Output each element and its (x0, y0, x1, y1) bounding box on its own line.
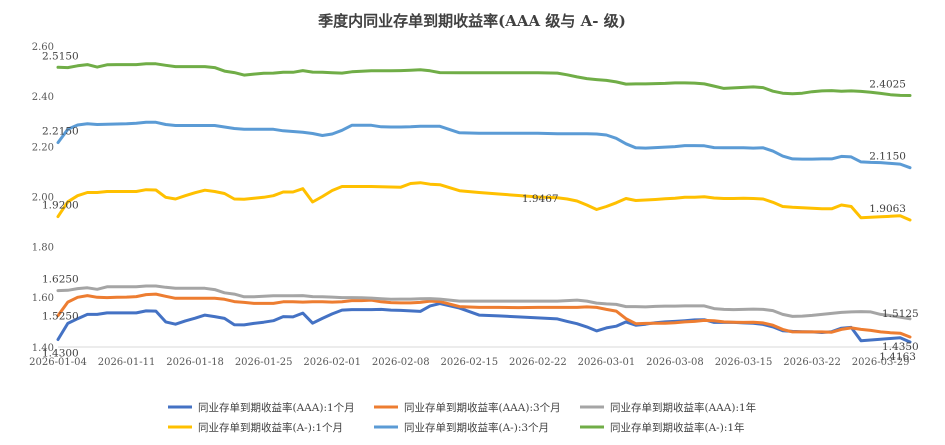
data-label: 1.5125 (882, 308, 919, 320)
x-tick-label: 2026-01-18 (166, 357, 224, 368)
legend-label: 同业存单到期收益率(AAA):3个月 (404, 401, 561, 414)
data-label: 1.4300 (42, 347, 79, 359)
x-tick-label: 2026-03-01 (578, 357, 636, 368)
x-tick-label: 2026-01-04 (29, 357, 87, 368)
legend-item-2: 同业存单到期收益率(AAA):3个月 (374, 401, 561, 414)
data-label: 1.6250 (42, 274, 79, 286)
series-line-5 (56, 120, 912, 170)
chart-title: 季度内同业存单到期收益率(AAA 级与 A- 级) (318, 12, 626, 30)
data-label: 2.2150 (42, 126, 79, 138)
axes: 1.40 1.60 1.80 2.00 2.20 2.40 2.60 2026-01-04 20… (29, 42, 910, 368)
legend-item-1: 同业存单到期收益率(AAA):1个月 (168, 401, 355, 414)
series-line-1 (56, 302, 912, 344)
x-tick-label: 2026-02-01 (303, 357, 361, 368)
legend-label: 同业存单到期收益率(AAA):1年 (610, 401, 756, 414)
data-label: 1.5250 (42, 311, 79, 323)
data-labels: 2.5150 2.2150 1.9200 1.6250 1.5250 1.4300 1.94… (42, 50, 919, 363)
data-label: 1.9200 (42, 200, 79, 212)
y-tick-label: 2.40 (32, 92, 54, 103)
x-tick-label: 2026-01-11 (98, 357, 156, 368)
series-line-2 (56, 292, 912, 339)
legend: 同业存单到期收益率(AAA):1个月 同业存单到期收益率(AAA):3个月 同业存单… (168, 401, 756, 434)
x-tick-label: 2026-03-15 (715, 357, 773, 368)
legend-item-4: 同业存单到期收益率(A-):1个月 (168, 421, 343, 434)
y-tick-label: 1.80 (32, 243, 54, 254)
legend-item-3: 同业存单到期收益率(AAA):1年 (580, 401, 756, 414)
x-tick-label: 2026-02-22 (509, 357, 567, 368)
legend-label: 同业存单到期收益率(A-):1年 (610, 421, 745, 434)
series-lines (56, 62, 912, 344)
legend-item-6: 同业存单到期收益率(A-):1年 (580, 421, 745, 434)
data-label: 2.5150 (42, 50, 79, 62)
x-tick-label: 2026-02-08 (372, 357, 430, 368)
x-tick-label: 2026-03-22 (783, 357, 841, 368)
y-tick-label: 1.60 (32, 293, 54, 304)
y-tick-label: 2.00 (32, 193, 54, 204)
data-label: 2.1150 (869, 151, 906, 163)
y-tick-label: 1.40 (32, 343, 54, 354)
data-label: 2.4025 (869, 79, 906, 91)
legend-label: 同业存单到期收益率(A-):3个月 (404, 421, 549, 434)
x-tick-label: 2026-01-25 (235, 357, 293, 368)
legend-label: 同业存单到期收益率(A-):1个月 (198, 421, 343, 434)
y-tick-label: 2.60 (32, 42, 54, 53)
series-line-3 (56, 284, 912, 321)
x-tick-label: 2026-02-15 (440, 357, 498, 368)
data-label: 1.4350 (882, 341, 919, 353)
legend-label: 同业存单到期收益率(AAA):1个月 (198, 401, 355, 414)
series-line-4 (56, 181, 912, 222)
series-line-6 (56, 62, 912, 97)
data-label: 1.9467 (522, 193, 559, 205)
x-tick-label: 2026-03-29 (852, 357, 910, 368)
legend-item-5: 同业存单到期收益率(A-):3个月 (374, 421, 549, 434)
data-label: 1.9063 (869, 203, 906, 215)
x-tick-label: 2026-03-08 (646, 357, 704, 368)
data-label: 1.4163 (879, 351, 916, 363)
y-tick-label: 2.20 (32, 142, 54, 153)
